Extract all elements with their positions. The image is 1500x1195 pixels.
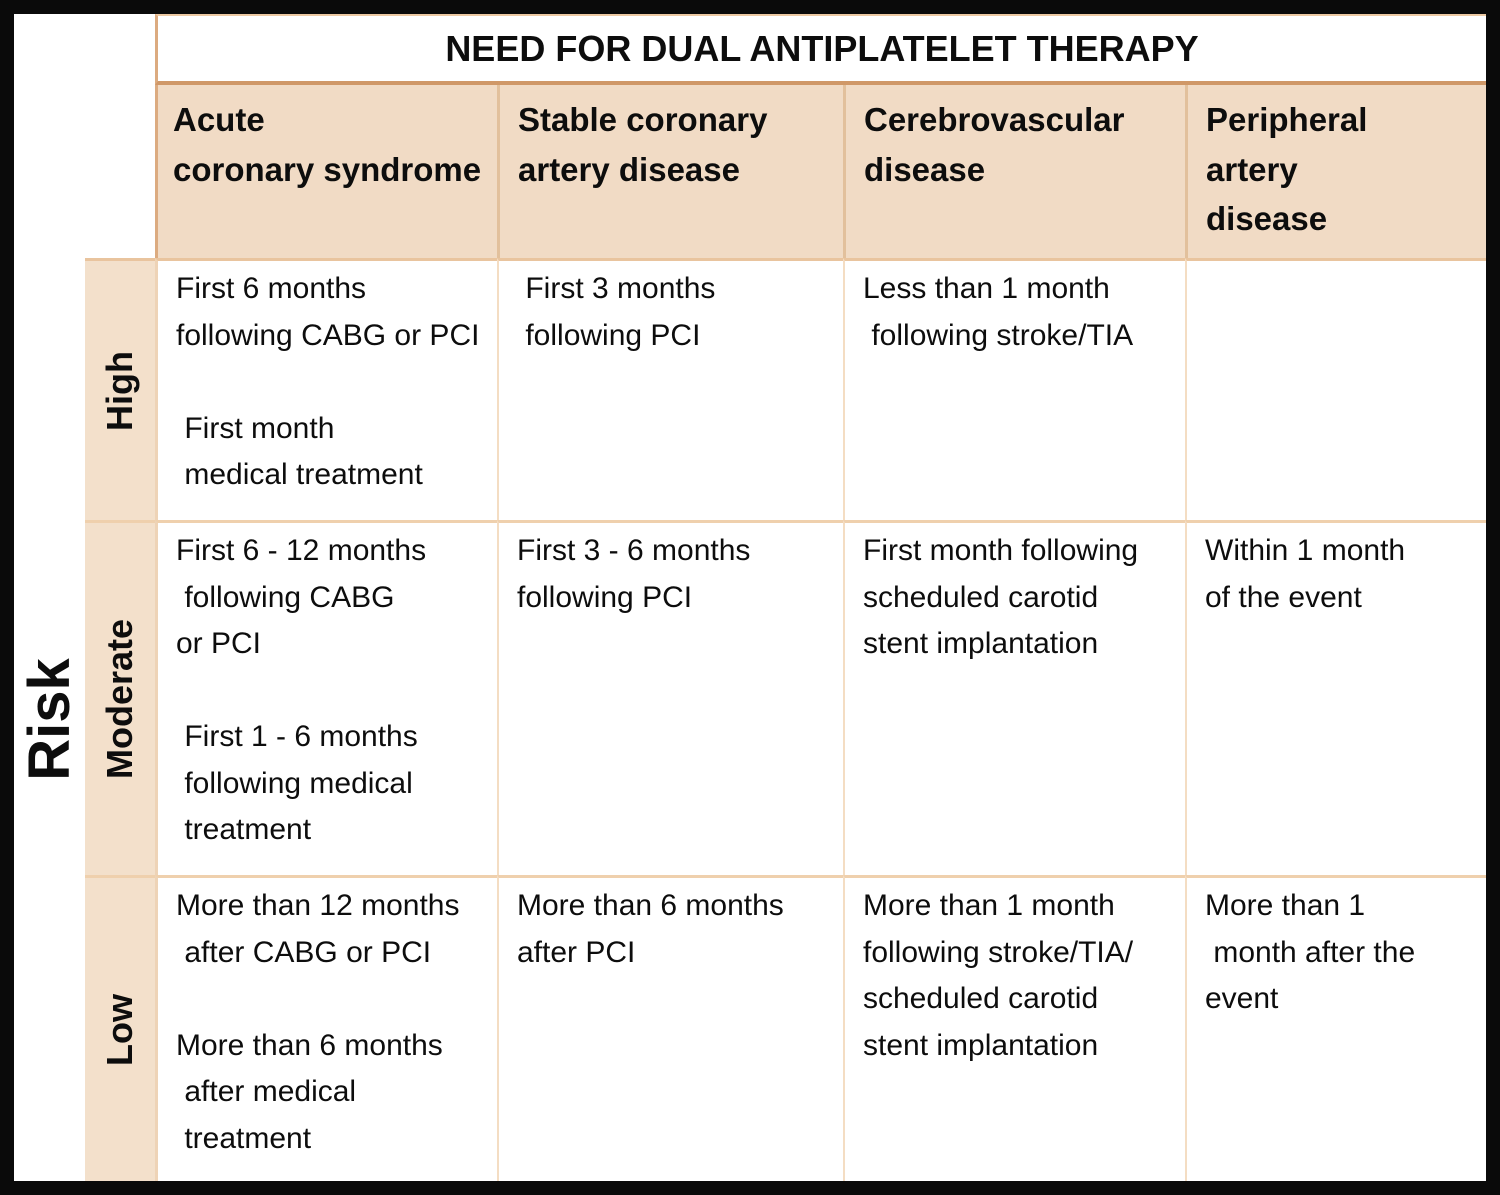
cell-low-acute-coronary-syndrome: More than 12 months after CABG or PCI Mo…	[155, 875, 497, 1181]
cell-moderate-cerebrovascular: First month following scheduled carotid …	[843, 520, 1185, 875]
cell-moderate-acute-coronary-syndrome: First 6 - 12 months following CABG or PC…	[155, 520, 497, 875]
cell-high-acute-coronary-syndrome: First 6 months following CABG or PCI Fir…	[155, 258, 497, 520]
row-label-high-text: High	[99, 350, 141, 431]
row-label-moderate: Moderate	[85, 520, 155, 875]
column-header-cerebrovascular-disease: Cerebrovascular disease	[843, 85, 1185, 258]
risk-axis-label: Risk	[17, 658, 83, 781]
column-header-acute-coronary-syndrome: Acute coronary syndrome	[155, 85, 497, 258]
row-label-low-text: Low	[99, 993, 141, 1066]
cell-high-peripheral-artery	[1185, 258, 1486, 520]
cell-high-cerebrovascular: Less than 1 month following stroke/TIA	[843, 258, 1185, 520]
cell-low-stable-coronary: More than 6 months after PCI	[497, 875, 843, 1181]
cell-moderate-peripheral-artery: Within 1 month of the event	[1185, 520, 1486, 875]
cell-high-stable-coronary: First 3 months following PCI	[497, 258, 843, 520]
table-grid: NEED FOR DUAL ANTIPLATELET THERAPY Acute…	[14, 14, 1486, 1181]
corner-cell	[14, 14, 155, 258]
cell-low-cerebrovascular: More than 1 month following stroke/TIA/ …	[843, 875, 1185, 1181]
row-label-moderate-text: Moderate	[99, 618, 140, 780]
column-header-peripheral-artery-disease: Peripheral artery disease	[1185, 85, 1486, 258]
cell-low-peripheral-artery: More than 1 month after the event	[1185, 875, 1486, 1181]
row-label-high: High	[85, 258, 155, 520]
cell-moderate-stable-coronary: First 3 - 6 months following PCI	[497, 520, 843, 875]
table-title: NEED FOR DUAL ANTIPLATELET THERAPY	[155, 14, 1486, 85]
row-label-low: Low	[85, 875, 155, 1181]
risk-axis-cell: Risk	[14, 258, 85, 1181]
column-header-stable-coronary-artery-disease: Stable coronary artery disease	[497, 85, 843, 258]
